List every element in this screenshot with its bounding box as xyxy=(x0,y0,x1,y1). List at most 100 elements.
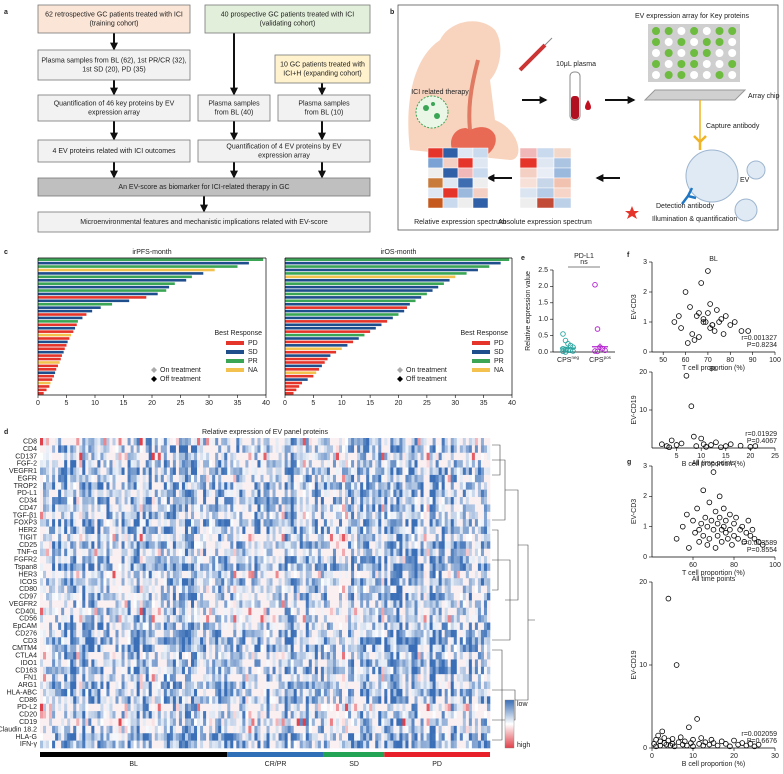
bar xyxy=(285,303,410,306)
heatmap-cell xyxy=(263,453,266,461)
heatmap-cell xyxy=(306,438,309,446)
heatmap-cell xyxy=(242,600,245,608)
heatmap-cell xyxy=(176,659,179,667)
heatmap-cell xyxy=(242,527,245,535)
heatmap-cell xyxy=(100,556,103,564)
heatmap-cell xyxy=(67,541,70,549)
heatmap-cell xyxy=(445,549,448,557)
heatmap-cell xyxy=(176,504,179,512)
bar xyxy=(285,382,302,385)
heatmap-cell xyxy=(131,527,134,535)
heatmap-cell xyxy=(119,608,122,616)
heatmap-cell xyxy=(146,541,149,549)
heatmap-cell xyxy=(399,637,402,645)
heatmap-cell xyxy=(448,600,451,608)
heatmap-cell xyxy=(345,571,348,579)
heatmap-cell xyxy=(282,460,285,468)
heatmap-cell xyxy=(381,593,384,601)
heatmap-cell xyxy=(378,615,381,623)
heatmap-cell xyxy=(176,600,179,608)
heatmap-cell xyxy=(282,608,285,616)
heatmap-cell xyxy=(242,563,245,571)
heatmap-cell xyxy=(46,615,49,623)
heatmap-cell xyxy=(345,637,348,645)
bar xyxy=(38,310,92,313)
heatmap-cell xyxy=(94,667,97,675)
heatmap-cell xyxy=(221,586,224,594)
heatmap-cell xyxy=(46,630,49,638)
heatmap-cell xyxy=(134,445,137,453)
heatmap-cell xyxy=(254,623,257,631)
heatmap-cell xyxy=(203,497,206,505)
heatmap-cell xyxy=(387,512,390,520)
heatmap-cell xyxy=(436,497,439,505)
heatmap-cell xyxy=(324,556,327,564)
spectrum-cell xyxy=(443,178,458,188)
heatmap-cell xyxy=(324,600,327,608)
heatmap-cell xyxy=(116,482,119,490)
heatmap-cell xyxy=(149,527,152,535)
heatmap-cell xyxy=(55,453,58,461)
heatmap-cell xyxy=(248,659,251,667)
bar xyxy=(38,262,249,265)
heatmap-cell xyxy=(103,586,106,594)
heatmap-cell xyxy=(64,512,67,520)
heatmap-cell xyxy=(336,608,339,616)
heatmap-cell xyxy=(478,468,481,476)
heatmap-cell xyxy=(288,667,291,675)
heatmap-cell xyxy=(188,556,191,564)
heatmap-cell xyxy=(239,608,242,616)
heatmap-cell xyxy=(52,571,55,579)
heatmap-cell xyxy=(254,652,257,660)
heatmap-cell xyxy=(257,623,260,631)
heatmap-cell xyxy=(73,563,76,571)
heatmap-cell xyxy=(478,563,481,571)
heatmap-cell xyxy=(439,637,442,645)
heatmap-cell xyxy=(475,453,478,461)
heatmap-cell xyxy=(427,519,430,527)
heatmap-cell xyxy=(309,504,312,512)
heatmap-cell xyxy=(375,438,378,446)
heatmap-cell xyxy=(152,541,155,549)
heatmap-cell xyxy=(294,438,297,446)
heatmap-cell xyxy=(191,659,194,667)
heatmap-cell xyxy=(448,571,451,579)
heatmap-cell xyxy=(149,586,152,594)
heatmap-cell xyxy=(170,504,173,512)
heatmap-cell xyxy=(209,527,212,535)
heatmap-cell xyxy=(378,482,381,490)
bar xyxy=(285,385,299,388)
heatmap-cell xyxy=(170,527,173,535)
heatmap-cell xyxy=(230,600,233,608)
array-spot xyxy=(716,60,724,68)
heatmap-cell xyxy=(399,645,402,653)
heatmap-cell xyxy=(372,578,375,586)
heatmap-cell xyxy=(463,497,466,505)
heatmap-cell xyxy=(294,504,297,512)
heatmap-cell xyxy=(134,615,137,623)
heatmap-cell xyxy=(73,504,76,512)
heatmap-cell xyxy=(221,593,224,601)
heatmap-cell xyxy=(408,563,411,571)
heatmap-cell xyxy=(336,519,339,527)
heatmap-cell xyxy=(351,615,354,623)
heatmap-cell xyxy=(116,512,119,520)
heatmap-cell xyxy=(239,497,242,505)
heatmap-cell xyxy=(73,645,76,653)
heatmap-cell xyxy=(167,445,170,453)
heatmap-cell xyxy=(414,652,417,660)
heatmap-cell xyxy=(224,549,227,557)
heatmap-cell xyxy=(257,475,260,483)
heatmap-cell xyxy=(399,497,402,505)
heatmap-cell xyxy=(430,556,433,564)
heatmap-cell xyxy=(119,556,122,564)
heatmap-cell xyxy=(103,659,106,667)
heatmap-cell xyxy=(330,571,333,579)
x-tick-label: 0 xyxy=(283,400,287,407)
heatmap-cell xyxy=(143,667,146,675)
heatmap-cell xyxy=(122,637,125,645)
heatmap-cell xyxy=(336,460,339,468)
heatmap-cell xyxy=(342,549,345,557)
heatmap-cell xyxy=(88,571,91,579)
heatmap-cell xyxy=(297,445,300,453)
